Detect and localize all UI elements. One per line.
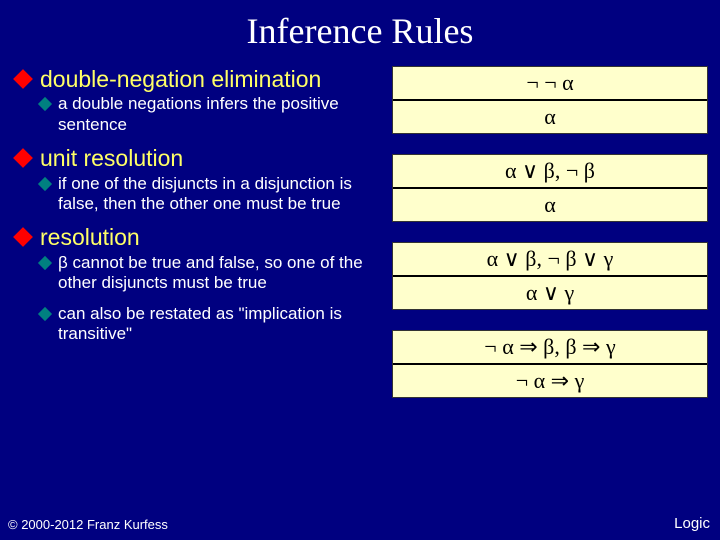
rule-conclusion: α ∨ γ: [393, 277, 707, 309]
rule-box: α ∨ β, ¬ β α: [392, 154, 708, 222]
bullet-item: unit resolution: [12, 145, 382, 171]
diamond-small-icon: [38, 177, 52, 191]
rule-premise: α ∨ β, ¬ β: [393, 155, 707, 189]
left-column: double-negation elimination a double neg…: [12, 66, 382, 418]
rule-premise: ¬ ¬ α: [393, 67, 707, 101]
content-area: double-negation elimination a double neg…: [0, 66, 720, 418]
rule-premise: α ∨ β, ¬ β ∨ γ: [393, 243, 707, 277]
sub-item: β cannot be true and false, so one of th…: [12, 253, 382, 294]
right-column: ¬ ¬ α α α ∨ β, ¬ β α α ∨ β, ¬ β ∨ γ α ∨ …: [382, 66, 708, 418]
diamond-icon: [13, 228, 33, 248]
bullet-label: double-negation elimination: [40, 66, 321, 92]
diamond-small-icon: [38, 307, 52, 321]
bullet-item: resolution: [12, 224, 382, 250]
rule-conclusion: ¬ α ⇒ γ: [393, 365, 707, 397]
rule-box: ¬ α ⇒ β, β ⇒ γ ¬ α ⇒ γ: [392, 330, 708, 398]
sub-label: if one of the disjuncts in a disjunction…: [58, 174, 368, 215]
sub-item: can also be restated as "implication is …: [12, 304, 382, 345]
slide-title: Inference Rules: [0, 0, 720, 66]
diamond-icon: [13, 148, 33, 168]
sub-item: if one of the disjuncts in a disjunction…: [12, 174, 382, 215]
bullet-item: double-negation elimination: [12, 66, 382, 92]
bullet-label: resolution: [40, 224, 140, 250]
bullet-label: unit resolution: [40, 145, 183, 171]
rule-box: ¬ ¬ α α: [392, 66, 708, 134]
rule-premise: ¬ α ⇒ β, β ⇒ γ: [393, 331, 707, 365]
copyright-text: © 2000-2012 Franz Kurfess: [8, 517, 168, 532]
sub-label: can also be restated as "implication is …: [58, 304, 368, 345]
sub-label: β cannot be true and false, so one of th…: [58, 253, 368, 294]
diamond-small-icon: [38, 256, 52, 270]
rule-conclusion: α: [393, 101, 707, 133]
sub-item: a double negations infers the positive s…: [12, 94, 382, 135]
footer-right-text: Logic: [674, 515, 710, 532]
rule-box: α ∨ β, ¬ β ∨ γ α ∨ γ: [392, 242, 708, 310]
sub-label: a double negations infers the positive s…: [58, 94, 368, 135]
diamond-icon: [13, 69, 33, 89]
rule-conclusion: α: [393, 189, 707, 221]
diamond-small-icon: [38, 97, 52, 111]
